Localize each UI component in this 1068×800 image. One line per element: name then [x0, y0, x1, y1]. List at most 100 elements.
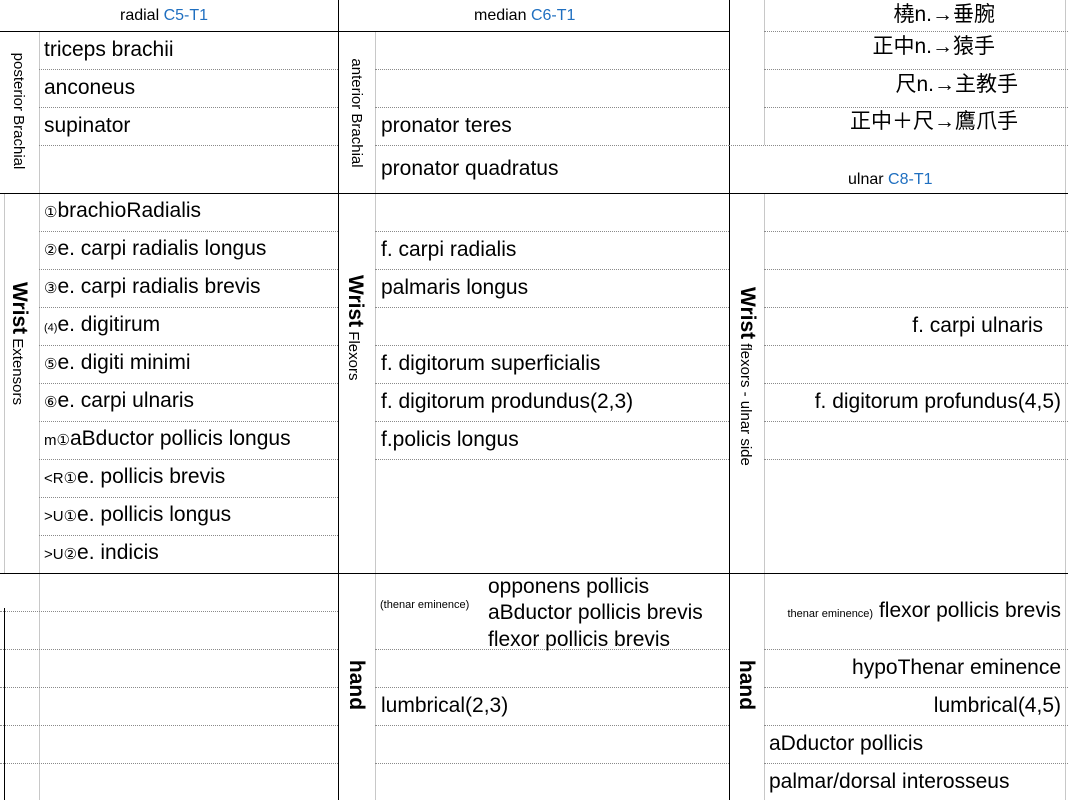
row-line [39, 269, 338, 270]
nerve-note: 尺n.→主教手 [895, 73, 1018, 96]
muscle-name: e. carpi radialis longus [57, 237, 267, 260]
wrist-extensors-label: Wrist Extensors [8, 282, 31, 442]
row-line [39, 307, 338, 308]
muscle-cell: hypoThenar eminence [852, 656, 1061, 679]
row-marker: (4) [44, 322, 58, 334]
row-line [39, 69, 338, 70]
anterior-brachial-label: anterior Brachial [348, 58, 365, 168]
muscle-cell: f. digitorum superficialis [381, 352, 601, 375]
muscle-cell: aBductor pollicis brevis [488, 601, 703, 624]
wrist-group: Flexors [345, 331, 362, 381]
row-line [764, 345, 1068, 346]
nerve-range: C5-T1 [163, 7, 209, 24]
row-line [39, 497, 338, 498]
row-line [764, 231, 1068, 232]
row-line [39, 107, 338, 108]
nerve-note: 橈n.→垂腕 [893, 3, 995, 26]
column-divider [4, 608, 5, 800]
row-line [764, 107, 1068, 108]
muscle-name: e. digitirum [57, 313, 161, 336]
row-line [764, 307, 1068, 308]
row-line [375, 107, 729, 108]
muscle-cell: flexor pollicis brevis [488, 628, 671, 651]
gridline [764, 193, 765, 800]
muscle-name: e. pollicis longus [77, 503, 232, 526]
radial-nerve-header: radial C5-T1 [120, 6, 208, 26]
row-line [375, 145, 729, 146]
row-line [0, 725, 338, 726]
nerve-name: median [474, 7, 527, 24]
muscle-cell: aDductor pollicis [769, 732, 924, 755]
row-line [764, 459, 1068, 460]
row-line [0, 649, 338, 650]
gridline [1065, 0, 1066, 800]
row-line [375, 231, 729, 232]
muscle-cell: palmaris longus [381, 276, 529, 299]
row-marker: m① [44, 432, 70, 449]
row-marker: ② [44, 242, 58, 259]
muscle-cell: triceps brachii [44, 38, 174, 61]
gridline [375, 31, 376, 800]
gridline [39, 31, 40, 800]
gridline [764, 0, 765, 145]
muscle-cell: f. carpi radialis [381, 238, 517, 261]
row-line [375, 649, 729, 650]
median-nerve-header: median C6-T1 [474, 6, 575, 26]
muscle-cell: (4)e. digitirum [44, 313, 160, 340]
row-line [764, 69, 1068, 70]
nerve-note: 正中n.→猿手 [872, 35, 995, 58]
gridline [4, 193, 5, 573]
row-line [375, 421, 729, 422]
row-marker: <R① [44, 470, 78, 487]
muscle-cell: opponens pollicis [488, 575, 650, 598]
row-line [764, 763, 1068, 764]
row-line [39, 145, 338, 146]
muscle-cell: lumbrical(4,5) [933, 694, 1061, 717]
wrist-group: flexors - ulnar side [737, 343, 754, 466]
muscle-name: aBductor pollicis longus [69, 427, 291, 450]
row-marker: ① [44, 204, 58, 221]
row-marker: ⑥ [44, 394, 58, 411]
row-line [0, 763, 338, 764]
section-line [0, 31, 729, 32]
row-line [764, 269, 1068, 270]
muscle-cell: f. digitorum profundus(4,5) [814, 390, 1061, 413]
row-line [39, 421, 338, 422]
row-line [39, 459, 338, 460]
wrist-flexors-label: Wrist Flexors [344, 275, 367, 425]
wrist-word: Wrist [736, 287, 759, 340]
nerve-range: C6-T1 [530, 7, 576, 24]
nerve-note: 正中＋尺→鷹爪手 [850, 110, 1018, 133]
muscle-cell: lumbrical(2,3) [381, 694, 509, 717]
row-marker: ③ [44, 280, 58, 297]
muscle-name: e. digiti minimi [57, 351, 191, 374]
muscle-cell: ②e. carpi radialis longus [44, 237, 266, 263]
row-line [764, 383, 1068, 384]
hand-median-label: hand [345, 659, 368, 711]
muscle-cell: ③e. carpi radialis brevis [44, 275, 261, 301]
wrist-word: Wrist [8, 282, 31, 335]
muscle-cell: thenar eminence) flexor pollicis brevis [766, 599, 1061, 626]
muscle-cell: pronator quadratus [381, 157, 559, 180]
nerve-range: C8-T1 [888, 171, 933, 188]
row-line [0, 611, 338, 612]
muscle-cell: pronator teres [381, 114, 512, 137]
muscle-cell: f.policis longus [381, 428, 519, 451]
row-line [375, 69, 729, 70]
column-divider [338, 0, 339, 800]
row-line [0, 687, 338, 688]
muscle-cell: ⑥e. carpi ulnaris [44, 389, 194, 415]
muscle-name: e. indicis [77, 541, 159, 564]
row-line [375, 687, 729, 688]
muscle-cell: >U①e. pollicis longus [44, 503, 231, 529]
thenar-eminence-label: (thenar eminence) [380, 599, 470, 611]
ulnar-nerve-header: ulnar C8-T1 [848, 170, 932, 190]
thenar-eminence-label: thenar eminence) [787, 608, 874, 620]
row-line [39, 383, 338, 384]
muscle-cell: ①brachioRadialis [44, 199, 201, 225]
row-line [764, 725, 1068, 726]
muscle-cell: <R①e. pollicis brevis [44, 465, 225, 491]
row-line [375, 345, 729, 346]
row-line [764, 687, 1068, 688]
